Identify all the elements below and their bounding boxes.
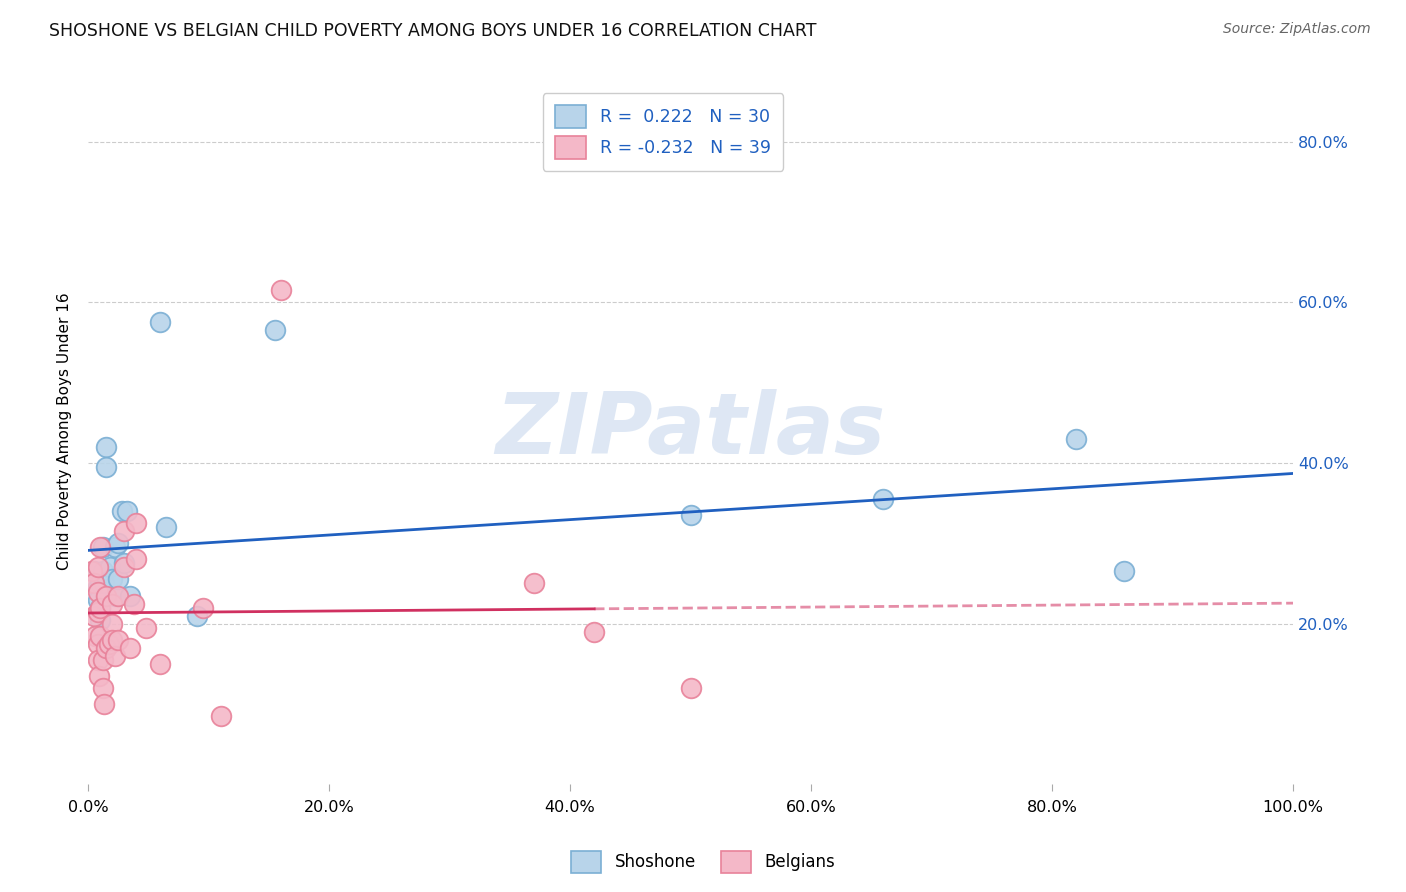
- Point: [264, 323, 287, 337]
- Point: [91, 681, 114, 695]
- Point: [89, 576, 111, 591]
- Point: [104, 648, 127, 663]
- Point: [149, 657, 172, 671]
- Point: [84, 629, 107, 643]
- Point: [872, 492, 894, 507]
- Point: [191, 600, 214, 615]
- Point: [1114, 565, 1136, 579]
- Point: [87, 560, 110, 574]
- Legend: R =  0.222   N = 30, R = -0.232   N = 39: R = 0.222 N = 30, R = -0.232 N = 39: [543, 93, 783, 170]
- Point: [89, 629, 111, 643]
- Point: [115, 504, 138, 518]
- Point: [679, 681, 702, 695]
- Point: [83, 565, 105, 579]
- Point: [107, 589, 129, 603]
- Point: [91, 541, 114, 555]
- Point: [120, 640, 142, 655]
- Point: [107, 536, 129, 550]
- Point: [87, 592, 110, 607]
- Point: [112, 560, 135, 574]
- Point: [97, 637, 120, 651]
- Point: [89, 600, 111, 615]
- Point: [270, 283, 292, 297]
- Point: [101, 573, 124, 587]
- Point: [135, 621, 157, 635]
- Point: [87, 653, 110, 667]
- Point: [96, 440, 118, 454]
- Point: [91, 653, 114, 667]
- Point: [96, 640, 118, 655]
- Point: [104, 589, 127, 603]
- Point: [111, 504, 134, 518]
- Point: [89, 600, 111, 615]
- Point: [155, 520, 177, 534]
- Point: [87, 581, 110, 595]
- Point: [209, 709, 232, 723]
- Point: [104, 541, 127, 555]
- Point: [83, 576, 105, 591]
- Point: [107, 573, 129, 587]
- Point: [186, 608, 208, 623]
- Point: [80, 565, 103, 579]
- Y-axis label: Child Poverty Among Boys Under 16: Child Poverty Among Boys Under 16: [58, 292, 72, 570]
- Point: [91, 565, 114, 579]
- Point: [87, 669, 110, 683]
- Point: [679, 508, 702, 523]
- Point: [101, 616, 124, 631]
- Text: SHOSHONE VS BELGIAN CHILD POVERTY AMONG BOYS UNDER 16 CORRELATION CHART: SHOSHONE VS BELGIAN CHILD POVERTY AMONG …: [49, 22, 817, 40]
- Point: [96, 589, 118, 603]
- Point: [125, 552, 148, 566]
- Point: [101, 597, 124, 611]
- Point: [122, 597, 145, 611]
- Point: [107, 632, 129, 647]
- Point: [101, 632, 124, 647]
- Legend: Shoshone, Belgians: Shoshone, Belgians: [564, 845, 842, 880]
- Point: [98, 560, 121, 574]
- Point: [96, 460, 118, 475]
- Text: ZIPatlas: ZIPatlas: [495, 390, 886, 473]
- Point: [89, 541, 111, 555]
- Point: [89, 629, 111, 643]
- Point: [149, 315, 172, 329]
- Point: [83, 608, 105, 623]
- Point: [87, 584, 110, 599]
- Point: [93, 697, 115, 711]
- Text: Source: ZipAtlas.com: Source: ZipAtlas.com: [1223, 22, 1371, 37]
- Point: [89, 613, 111, 627]
- Point: [93, 576, 115, 591]
- Point: [583, 624, 606, 639]
- Point: [120, 589, 142, 603]
- Point: [523, 576, 546, 591]
- Point: [112, 524, 135, 539]
- Point: [125, 516, 148, 531]
- Point: [87, 605, 110, 619]
- Point: [87, 637, 110, 651]
- Point: [1064, 432, 1087, 446]
- Point: [112, 557, 135, 571]
